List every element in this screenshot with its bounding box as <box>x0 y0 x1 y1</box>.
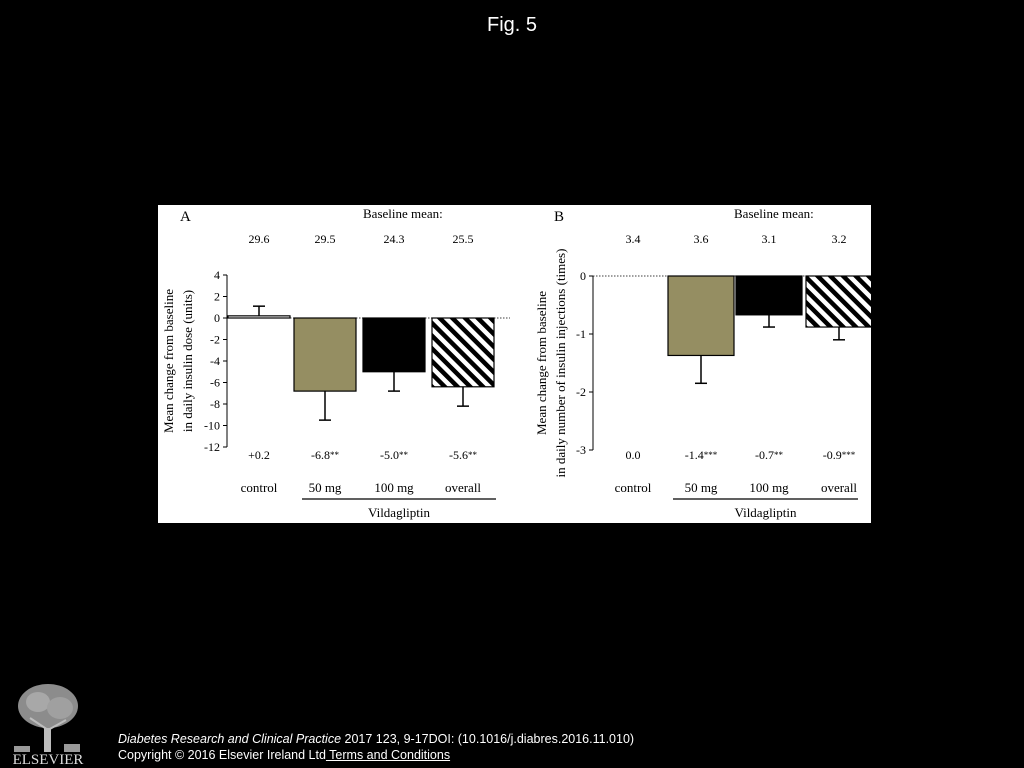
category-label: 100 mg <box>374 480 414 495</box>
group-label: Vildagliptin <box>734 505 797 520</box>
figure-panel: A Baseline mean: 29.6 29.5 24.3 25.5 4 2 0 -2 -4 -6… <box>158 205 871 523</box>
elsevier-wordmark: ELSEVIER <box>13 752 84 768</box>
value-label: -0.9*** <box>823 448 856 462</box>
value-label: -6.8** <box>311 448 340 462</box>
y-tick-label: 0 <box>580 269 586 283</box>
y-tick-label: -4 <box>210 354 220 368</box>
elsevier-logo: ELSEVIER <box>13 684 84 768</box>
y-tick-label: -8 <box>210 397 220 411</box>
y-axis-label: Mean change from baseline <box>534 291 549 435</box>
baseline-value: 24.3 <box>384 232 405 246</box>
baseline-heading: Baseline mean: <box>363 206 443 221</box>
y-tick-label: -2 <box>210 333 220 347</box>
baseline-heading: Baseline mean: <box>734 206 814 221</box>
category-label: control <box>241 480 278 495</box>
copyright-text: Copyright © 2016 Elsevier Ireland Ltd <box>118 748 326 762</box>
value-label: -5.6** <box>449 448 478 462</box>
chart-panel-b: B Baseline mean: 3.4 3.6 3.1 3.2 0 -1 -2 -3 Mean c… <box>534 206 871 520</box>
baseline-value: 29.5 <box>315 232 336 246</box>
panel-letter: B <box>554 209 564 225</box>
panel-letter: A <box>180 209 191 225</box>
y-axis-label: in daily insulin dose (units) <box>180 290 195 432</box>
bar-100-mg <box>362 317 426 373</box>
y-tick-label: -1 <box>576 327 586 341</box>
group-label: Vildagliptin <box>368 505 431 520</box>
y-tick-label: -3 <box>576 443 586 457</box>
bar-charts: A Baseline mean: 29.6 29.5 24.3 25.5 4 2 0 -2 -4 -6… <box>161 206 871 520</box>
category-label: 50 mg <box>309 480 342 495</box>
y-tick-label: -10 <box>204 419 220 433</box>
value-label: -0.7** <box>755 448 784 462</box>
bar-50-mg <box>293 317 357 392</box>
citation-details: 2017 123, 9-17DOI: (10.1016/j.diabres.20… <box>341 732 635 746</box>
y-tick-label: 4 <box>214 268 220 282</box>
elsevier-tree-icon <box>14 684 80 752</box>
bar-50-mg <box>667 275 735 357</box>
value-label: -5.0** <box>380 448 409 462</box>
bar-100-mg <box>735 275 803 316</box>
bar-overall <box>805 275 871 328</box>
bar-overall <box>431 317 495 388</box>
y-tick-label: 2 <box>214 290 220 304</box>
y-tick-label: -2 <box>576 385 586 399</box>
citation-line: Diabetes Research and Clinical Practice … <box>118 731 634 747</box>
bar-control <box>227 315 291 319</box>
category-label: overall <box>821 480 857 495</box>
chart-panel-a: A Baseline mean: 29.6 29.5 24.3 25.5 4 2 0 -2 -4 -6… <box>161 206 510 520</box>
journal-name: Diabetes Research and Clinical Practice <box>118 732 342 746</box>
category-label: overall <box>445 480 481 495</box>
y-axis-label: Mean change from baseline <box>161 289 176 433</box>
y-tick-label: 0 <box>214 311 220 325</box>
baseline-value: 3.6 <box>694 232 709 246</box>
baseline-value: 3.2 <box>832 232 847 246</box>
terms-and-conditions-link[interactable]: Terms and Conditions <box>325 748 451 762</box>
category-label: 50 mg <box>685 480 718 495</box>
baseline-value: 25.5 <box>453 232 474 246</box>
category-label: 100 mg <box>749 480 789 495</box>
category-label: control <box>615 480 652 495</box>
value-label: -1.4*** <box>685 448 718 462</box>
baseline-value: 3.1 <box>762 232 777 246</box>
y-tick-label: -12 <box>204 440 220 454</box>
value-label: +0.2 <box>248 448 270 462</box>
citation: Diabetes Research and Clinical Practice … <box>118 731 634 763</box>
figure-title: Fig. 5 <box>486 14 538 36</box>
value-label: 0.0 <box>626 448 641 462</box>
y-axis-label: in daily number of insulin injections (t… <box>553 249 568 478</box>
baseline-value: 3.4 <box>626 232 641 246</box>
copyright-line: Copyright © 2016 Elsevier Ireland Ltd Te… <box>118 747 634 763</box>
baseline-value: 29.6 <box>249 232 270 246</box>
y-tick-label: -6 <box>210 376 220 390</box>
